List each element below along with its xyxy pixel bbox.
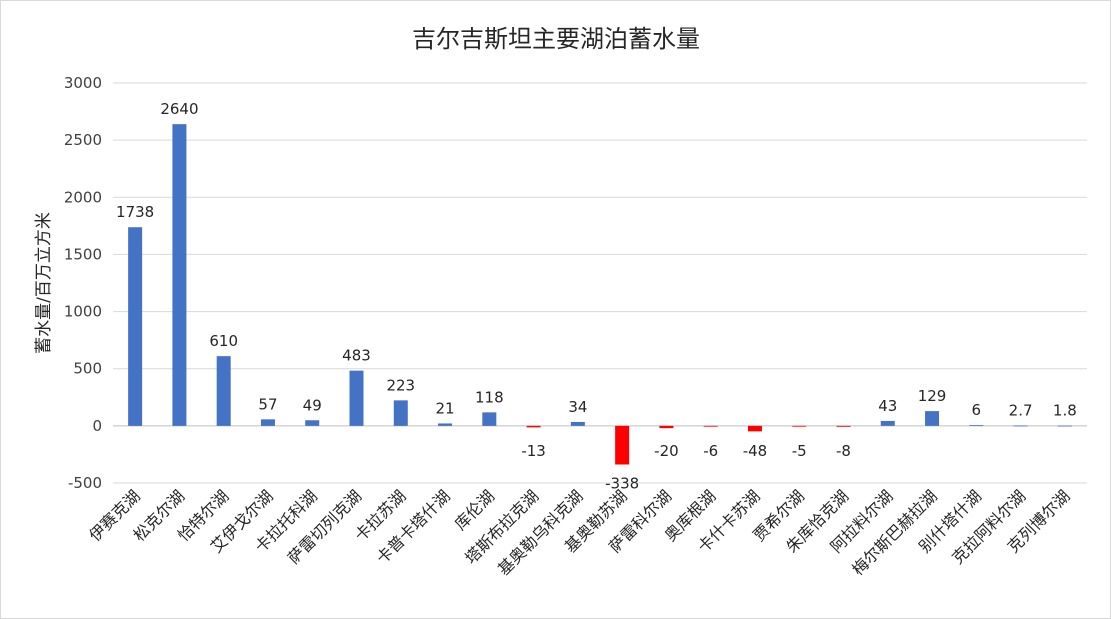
bar: [216, 356, 231, 426]
bar: [526, 425, 541, 428]
y-axis-ticks: -500 0 500 1000 1500 2000 2500 3000: [64, 74, 102, 492]
gridlines: [113, 82, 1087, 484]
data-label: 1.8: [1053, 402, 1077, 420]
bar: [128, 227, 143, 426]
data-label: 610: [209, 332, 238, 350]
bar: [615, 425, 630, 465]
y-tick-label: 2500: [64, 131, 102, 149]
data-label: 118: [475, 388, 504, 406]
bar: [305, 420, 320, 426]
bar: [969, 425, 984, 426]
data-label: -13: [521, 442, 546, 460]
bar: [438, 423, 453, 426]
bar: [747, 425, 762, 432]
data-label: 6: [972, 401, 982, 419]
data-label: 129: [918, 387, 947, 405]
data-label: 57: [258, 395, 277, 413]
y-tick-label: 0: [92, 417, 102, 435]
y-tick-label: 3000: [64, 74, 102, 92]
y-tick-label: 1000: [64, 303, 102, 321]
data-label: -338: [605, 474, 639, 492]
data-label: 43: [878, 397, 897, 415]
bar: [570, 421, 585, 426]
data-labels: 1738 2640 610 57 49 483 223 21 118 -13 34 -338 -20 -6…: [116, 100, 1077, 492]
data-label: 483: [342, 347, 371, 365]
bar: [260, 419, 275, 426]
bar: [172, 124, 187, 426]
data-label: 21: [435, 399, 454, 417]
data-label: -5: [792, 442, 807, 460]
data-label: -6: [703, 442, 718, 460]
bar: [1013, 425, 1028, 427]
bar: [393, 400, 408, 426]
y-axis-title: 蓄水量/百万立方米: [34, 212, 54, 354]
bars: [128, 124, 1072, 465]
bar: [792, 425, 807, 427]
data-label: -8: [836, 442, 851, 460]
y-tick-label: -500: [68, 474, 102, 492]
bar: [880, 420, 895, 426]
bar: [349, 370, 364, 426]
data-label: 1738: [116, 203, 154, 221]
y-tick-label: 2000: [64, 188, 102, 206]
data-label: 2.7: [1009, 402, 1033, 420]
y-tick-label: 500: [73, 360, 102, 378]
bar: [925, 411, 940, 426]
data-label: 223: [386, 376, 415, 394]
data-label: 34: [568, 398, 587, 416]
bar: [703, 425, 718, 427]
chart-title: 吉尔吉斯坦主要湖泊蓄水量: [412, 25, 700, 53]
data-label: -20: [654, 442, 679, 460]
bar: [1057, 425, 1072, 427]
data-label: 49: [303, 396, 322, 414]
bar: [482, 412, 497, 426]
y-tick-label: 1500: [64, 245, 102, 263]
data-label: -48: [743, 442, 768, 460]
category-labels: 伊赛克湖松克尔湖恰特尔湖艾伊戈尔湖卡拉托科湖萨雷切列克湖卡拉苏湖卡普卡塔什湖库伦…: [85, 486, 1073, 579]
data-label: 2640: [160, 100, 198, 118]
bar: [659, 425, 674, 429]
bar: [836, 425, 851, 427]
